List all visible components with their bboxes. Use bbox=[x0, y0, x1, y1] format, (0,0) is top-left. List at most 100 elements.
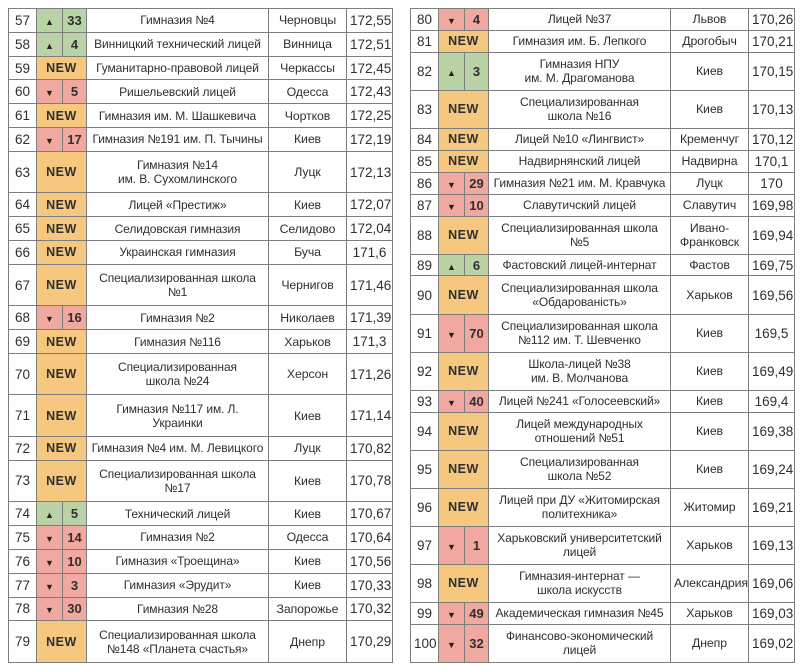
change-arrow-cell: ▲ bbox=[36, 8, 63, 33]
city-cell: Киев bbox=[670, 89, 749, 129]
school-name-cell: Гимназия №116 bbox=[86, 329, 269, 355]
table-row: 91 ▼ 70 Специализированная школа №112 им… bbox=[410, 313, 795, 353]
school-name-cell: Специализированная школа «Обдарованість» bbox=[488, 275, 671, 315]
change-arrow-cell: ▼ bbox=[438, 623, 465, 664]
rank-cell: 61 bbox=[8, 103, 37, 129]
rank-cell: 74 bbox=[8, 501, 37, 527]
city-cell: Днепр bbox=[670, 623, 749, 664]
city-cell: Харьков bbox=[670, 525, 749, 565]
change-value-cell: 49 bbox=[464, 601, 489, 625]
table-row: 64 NEW Лицей «Престиж» Киев 172,07 bbox=[8, 192, 393, 218]
school-name-cell: Специализированная школа №112 им. Т. Шев… bbox=[488, 313, 671, 353]
score-cell: 169,03 bbox=[748, 601, 795, 625]
city-cell: Киев bbox=[268, 394, 347, 437]
change-arrow-cell: ▼ bbox=[438, 601, 465, 625]
city-cell: Дрогобыч bbox=[670, 29, 749, 53]
school-name-cell: Гимназия №2 bbox=[86, 525, 269, 550]
score-cell: 170,13 bbox=[748, 89, 795, 129]
change-new-badge: NEW bbox=[36, 150, 87, 194]
rank-cell: 83 bbox=[410, 89, 439, 129]
school-name-cell: Гимназия «Эрудит» bbox=[86, 572, 269, 598]
change-new-badge: NEW bbox=[36, 329, 87, 355]
change-new-badge: NEW bbox=[36, 263, 87, 307]
table-row: 87 ▼ 10 Славутичский лицей Славутич 169,… bbox=[410, 193, 795, 217]
score-cell: 172,19 bbox=[346, 127, 393, 152]
table-row: 94 NEW Лицей международных отношений №51… bbox=[410, 411, 795, 451]
change-new-badge: NEW bbox=[438, 127, 489, 151]
table-row: 76 ▼ 10 Гимназия «Троещина» Киев 170,56 bbox=[8, 548, 393, 574]
table-row: 79 NEW Специализированная школа №148 «Пл… bbox=[8, 620, 393, 663]
change-new-badge: NEW bbox=[438, 411, 489, 451]
city-cell: Киев bbox=[268, 127, 347, 152]
city-cell: Киев bbox=[268, 548, 347, 574]
change-value-cell: 5 bbox=[62, 79, 87, 105]
table-row: 85 NEW Надвирнянский лицей Надвирна 170,… bbox=[410, 149, 795, 173]
change-arrow-cell: ▼ bbox=[438, 389, 465, 413]
table-row: 74 ▲ 5 Технический лицей Киев 170,67 bbox=[8, 501, 393, 527]
rank-cell: 99 bbox=[410, 601, 439, 625]
table-row: 69 NEW Гимназия №116 Харьков 171,3 bbox=[8, 329, 393, 355]
city-cell: Черновцы bbox=[268, 8, 347, 33]
down-arrow-icon: ▼ bbox=[45, 136, 54, 147]
down-arrow-icon: ▼ bbox=[45, 581, 54, 592]
city-cell: Киев bbox=[268, 501, 347, 527]
score-cell: 172,55 bbox=[346, 8, 393, 33]
score-cell: 172,51 bbox=[346, 31, 393, 57]
down-arrow-icon: ▼ bbox=[447, 15, 456, 26]
table-row: 96 NEW Лицей при ДУ «Житомирская политех… bbox=[410, 487, 795, 527]
change-value-cell: 32 bbox=[464, 623, 489, 664]
school-name-cell: Лицей международных отношений №51 bbox=[488, 411, 671, 451]
change-value-cell: 4 bbox=[62, 31, 87, 57]
score-cell: 170,1 bbox=[748, 149, 795, 173]
city-cell: Херсон bbox=[268, 353, 347, 396]
school-name-cell: Лицей «Престиж» bbox=[86, 192, 269, 218]
table-row: 97 ▼ 1 Харьковский университетский лицей… bbox=[410, 525, 795, 565]
score-cell: 169,56 bbox=[748, 275, 795, 315]
score-cell: 169,38 bbox=[748, 411, 795, 451]
change-arrow-cell: ▼ bbox=[36, 572, 63, 598]
school-name-cell: Гимназия НПУ им. М. Драгоманова bbox=[488, 51, 671, 91]
change-new-badge: NEW bbox=[36, 55, 87, 81]
score-cell: 169,5 bbox=[748, 313, 795, 353]
school-name-cell: Гимназия «Троещина» bbox=[86, 548, 269, 574]
table-row: 95 NEW Специализированная школа №52 Киев… bbox=[410, 449, 795, 489]
rank-cell: 72 bbox=[8, 435, 37, 461]
table-row: 100 ▼ 32 Финансово-экономический лицей Д… bbox=[410, 623, 795, 664]
ranking-table-left: 57 ▲ 33 Гимназия №4 Черновцы 172,55 58 ▲… bbox=[8, 8, 393, 663]
score-cell: 170,82 bbox=[346, 435, 393, 461]
table-row: 82 ▲ 3 Гимназия НПУ им. М. Драгоманова К… bbox=[410, 51, 795, 91]
change-new-badge: NEW bbox=[36, 353, 87, 396]
up-arrow-icon: ▲ bbox=[45, 16, 54, 27]
city-cell: Львов bbox=[670, 8, 749, 31]
school-name-cell: Славутичский лицей bbox=[488, 193, 671, 217]
rank-cell: 80 bbox=[410, 8, 439, 31]
city-cell: Луцк bbox=[268, 150, 347, 194]
rank-cell: 94 bbox=[410, 411, 439, 451]
change-new-badge: NEW bbox=[36, 394, 87, 437]
school-name-cell: Специализированная школа №52 bbox=[488, 449, 671, 489]
change-arrow-cell: ▼ bbox=[438, 313, 465, 353]
score-cell: 172,45 bbox=[346, 55, 393, 81]
rank-cell: 59 bbox=[8, 55, 37, 81]
rank-cell: 76 bbox=[8, 548, 37, 574]
score-cell: 172,25 bbox=[346, 103, 393, 129]
table-row: 75 ▼ 14 Гимназия №2 Одесса 170,64 bbox=[8, 525, 393, 550]
score-cell: 172,13 bbox=[346, 150, 393, 194]
city-cell: Киев bbox=[670, 449, 749, 489]
school-name-cell: Специализированная школа №1 bbox=[86, 263, 269, 307]
table-row: 86 ▼ 29 Гимназия №21 им. М. Кравчука Луц… bbox=[410, 171, 795, 195]
school-name-cell: Гуманитарно-правовой лицей bbox=[86, 55, 269, 81]
table-row: 93 ▼ 40 Лицей №241 «Голосеевский» Киев 1… bbox=[410, 389, 795, 413]
city-cell: Харьков bbox=[670, 275, 749, 315]
school-name-cell: Лицей №241 «Голосеевский» bbox=[488, 389, 671, 413]
table-row: 78 ▼ 30 Гимназия №28 Запорожье 170,32 bbox=[8, 596, 393, 622]
down-arrow-icon: ▼ bbox=[447, 397, 456, 408]
rank-cell: 75 bbox=[8, 525, 37, 550]
score-cell: 170,32 bbox=[346, 596, 393, 622]
score-cell: 172,43 bbox=[346, 79, 393, 105]
down-arrow-icon: ▼ bbox=[45, 314, 54, 325]
school-name-cell: Харьковский университетский лицей bbox=[488, 525, 671, 565]
table-row: 57 ▲ 33 Гимназия №4 Черновцы 172,55 bbox=[8, 8, 393, 33]
change-new-badge: NEW bbox=[438, 149, 489, 173]
